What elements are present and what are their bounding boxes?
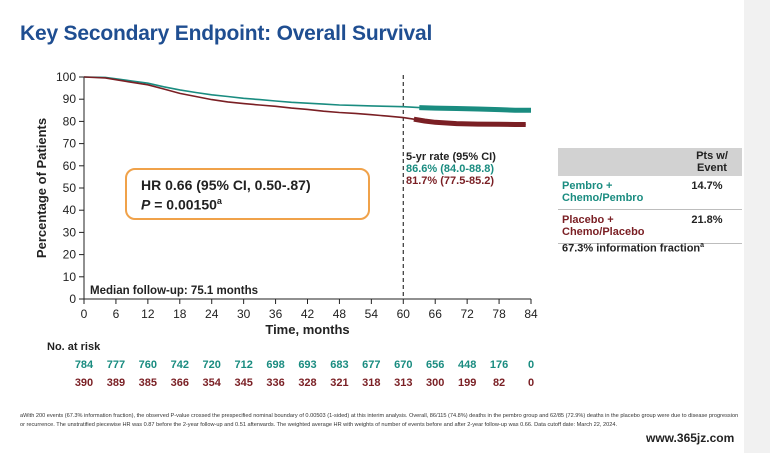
at-risk-pembro-value: 698 <box>266 359 284 371</box>
event-table-header-line2: Event <box>697 162 727 174</box>
at-risk-pembro-value: 777 <box>107 359 125 371</box>
arm-placebo-line2: Chemo/Placebo <box>562 226 645 238</box>
event-table-pct-placebo: 21.8% <box>691 214 723 226</box>
at-risk-placebo-value: 345 <box>234 377 252 389</box>
p-label: P <box>141 196 151 213</box>
y-tick-label: 90 <box>63 92 77 106</box>
information-fraction-text: 67.3% information fraction <box>562 242 701 255</box>
x-tick-label: 0 <box>81 307 88 321</box>
x-tick-label: 84 <box>524 307 538 321</box>
y-tick-label: 50 <box>63 181 77 195</box>
event-table: Pts w/ Event Pembro + Chemo/Pembro 14.7%… <box>558 148 742 244</box>
at-risk-pembro-value: 448 <box>458 359 476 371</box>
x-tick-label: 60 <box>397 307 411 321</box>
five-year-rate-header: 5-yr rate (95% CI) <box>406 151 496 163</box>
at-risk-placebo-value: 321 <box>330 377 348 389</box>
y-tick-label: 20 <box>63 248 77 262</box>
information-fraction-marker: a <box>700 242 705 249</box>
hazard-ratio-text: HR 0.66 (95% CI, 0.50-.87) <box>141 177 311 193</box>
at-risk-placebo-value: 385 <box>139 377 157 389</box>
x-tick-label: 78 <box>492 307 506 321</box>
x-tick-label: 18 <box>173 307 187 321</box>
x-tick-label: 48 <box>333 307 347 321</box>
at-risk-pembro-value: 720 <box>203 359 221 371</box>
hazard-ratio-box: HR 0.66 (95% CI, 0.50-.87) P = 0.00150a <box>125 168 370 220</box>
x-tick-label: 24 <box>205 307 219 321</box>
event-table-row-placebo: Placebo + Chemo/Placebo 21.8% <box>558 210 742 244</box>
y-tick-label: 60 <box>63 159 77 173</box>
x-tick-label: 36 <box>269 307 283 321</box>
at-risk-pembro-value: 176 <box>490 359 508 371</box>
event-table-header: Pts w/ Event <box>558 148 742 176</box>
x-tick-label: 30 <box>237 307 251 321</box>
x-tick-label: 72 <box>460 307 474 321</box>
at-risk-pembro-value: 0 <box>528 359 534 371</box>
at-risk-pembro-value: 677 <box>362 359 380 371</box>
y-tick-label: 40 <box>63 203 77 217</box>
at-risk-placebo-value: 82 <box>493 377 505 389</box>
y-tick-label: 30 <box>63 225 77 239</box>
at-risk-placebo-value: 366 <box>171 377 189 389</box>
arm-pembro-line1: Pembro + <box>562 180 613 192</box>
at-risk-pembro-value: 683 <box>330 359 348 371</box>
five-year-rate-placebo: 81.7% (77.5-85.2) <box>406 175 495 187</box>
at-risk-placebo-value: 0 <box>528 377 534 389</box>
event-table-pct-pembro: 14.7% <box>691 180 723 192</box>
p-footnote-marker: a <box>216 196 222 206</box>
x-tick-label: 66 <box>429 307 443 321</box>
event-table-row-pembro: Pembro + Chemo/Pembro 14.7% <box>558 176 742 210</box>
p-value: = 0.00150 <box>150 196 217 213</box>
at-risk-placebo-value: 389 <box>107 377 125 389</box>
event-table-arm-placebo: Placebo + Chemo/Placebo <box>562 214 645 238</box>
at-risk-pembro-value: 760 <box>139 359 157 371</box>
y-tick-label: 0 <box>69 292 76 306</box>
x-tick-label: 6 <box>113 307 120 321</box>
arm-pembro-line2: Chemo/Pembro <box>562 192 644 204</box>
at-risk-placebo-value: 328 <box>298 377 316 389</box>
at-risk-placebo-value: 300 <box>426 377 444 389</box>
footnote: aWith 200 events (67.3% information frac… <box>20 413 739 428</box>
at-risk-pembro-value: 712 <box>234 359 252 371</box>
median-followup-label: Median follow-up: 75.1 months <box>90 285 259 297</box>
x-tick-label: 54 <box>365 307 379 321</box>
five-year-rate-annotation: 5-yr rate (95% CI) 86.6% (84.0-88.8) 81.… <box>406 151 496 187</box>
at-risk-placebo-value: 318 <box>362 377 380 389</box>
p-value-text: P = 0.00150a <box>141 196 368 213</box>
arm-placebo-line1: Placebo + <box>562 214 614 226</box>
at-risk-pembro-value: 742 <box>171 359 189 371</box>
event-table-header-label: Pts w/ Event <box>684 150 740 174</box>
at-risk-pembro-value: 656 <box>426 359 444 371</box>
y-tick-label: 100 <box>56 70 76 84</box>
y-tick-label: 70 <box>63 137 77 151</box>
slide-title: Key Secondary Endpoint: Overall Survival <box>20 22 433 45</box>
five-year-rate-pembro: 86.6% (84.0-88.8) <box>406 163 495 175</box>
watermark: www.365jz.com <box>646 431 735 445</box>
pembro-survival-censor-band <box>419 105 531 113</box>
x-tick-label: 42 <box>301 307 315 321</box>
at-risk-placebo-value: 313 <box>394 377 412 389</box>
information-fraction: 67.3% information fractiona <box>562 242 704 255</box>
at-risk-pembro-value: 670 <box>394 359 412 371</box>
y-tick-label: 10 <box>63 270 77 284</box>
at-risk-placebo-value: 336 <box>266 377 284 389</box>
at-risk-pembro-value: 693 <box>298 359 316 371</box>
placebo-survival-censor-band <box>413 116 526 127</box>
at-risk-placebo-value: 354 <box>203 377 222 389</box>
x-axis-title: Time, months <box>265 322 349 337</box>
event-table-header-line1: Pts w/ <box>696 150 728 162</box>
at-risk-placebo-value: 390 <box>75 377 93 389</box>
right-margin-strip <box>744 0 770 453</box>
y-tick-label: 80 <box>63 114 77 128</box>
at-risk-label: No. at risk <box>47 341 101 353</box>
at-risk-pembro-value: 784 <box>75 359 94 371</box>
at-risk-placebo-value: 199 <box>458 377 476 389</box>
x-tick-label: 12 <box>141 307 155 321</box>
y-axis-title: Percentage of Patients <box>34 118 49 258</box>
event-table-arm-pembro: Pembro + Chemo/Pembro <box>562 180 643 204</box>
pembro-survival-curve <box>83 76 531 112</box>
